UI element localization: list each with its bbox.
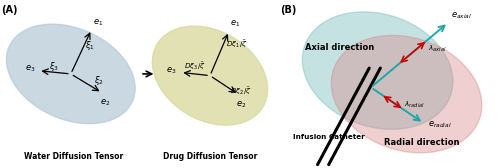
Text: $\lambda_{axial}$: $\lambda_{axial}$ (428, 44, 447, 54)
Text: $\xi_3$: $\xi_3$ (48, 60, 58, 73)
Text: $D\xi_2/\bar{\zeta}$: $D\xi_2/\bar{\zeta}$ (230, 85, 252, 97)
Ellipse shape (152, 26, 268, 125)
Text: $e_{axial}$: $e_{axial}$ (450, 10, 471, 21)
Text: $e_1$: $e_1$ (230, 19, 240, 29)
Text: Radial direction: Radial direction (384, 138, 460, 147)
Ellipse shape (332, 35, 482, 153)
Text: $\lambda_{radial}$: $\lambda_{radial}$ (404, 100, 424, 110)
Text: Water Diffusion Tensor: Water Diffusion Tensor (24, 152, 124, 161)
Text: $e_{radial}$: $e_{radial}$ (428, 120, 452, 130)
Text: $e_2$: $e_2$ (100, 98, 110, 108)
Text: $D\xi_3/\bar{\zeta}$: $D\xi_3/\bar{\zeta}$ (184, 60, 206, 72)
Text: (B): (B) (280, 5, 296, 15)
Text: $\xi_2$: $\xi_2$ (94, 74, 104, 87)
Text: $D\xi_1/\bar{\zeta}$: $D\xi_1/\bar{\zeta}$ (226, 38, 248, 50)
Text: $e_3$: $e_3$ (166, 66, 176, 76)
Text: Drug Diffusion Tensor: Drug Diffusion Tensor (163, 152, 257, 161)
Text: $e_1$: $e_1$ (93, 17, 104, 28)
Text: $e_2$: $e_2$ (236, 100, 246, 110)
Ellipse shape (6, 24, 135, 124)
Text: $\xi_1$: $\xi_1$ (85, 39, 95, 52)
Text: $e_3$: $e_3$ (25, 64, 35, 74)
Text: (A): (A) (2, 5, 18, 15)
Text: Infusion Catheter: Infusion Catheter (293, 134, 365, 140)
Ellipse shape (302, 12, 453, 129)
Text: Axial direction: Axial direction (305, 43, 374, 52)
